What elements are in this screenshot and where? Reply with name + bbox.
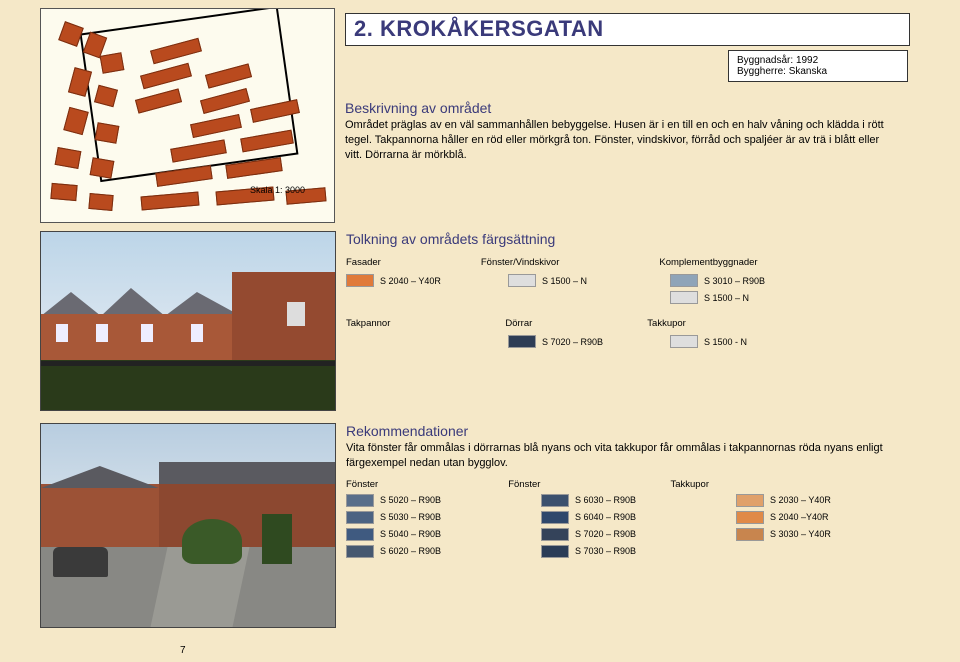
color-chip [508, 274, 536, 287]
swatch-takkupor-0: S 1500 - N [670, 335, 810, 348]
swatch-row-1: S 2040 – Y40R S 1500 – N S 3010 – R90B S… [346, 274, 940, 304]
rec-swatch: S 3030 – Y40R [736, 528, 876, 541]
swatch-komplement-0: S 3010 – R90B [670, 274, 810, 287]
description-heading: Beskrivning av området [345, 100, 892, 116]
swatch-header-row-1: Fasader Fönster/Vindskivor Komplementbyg… [346, 257, 940, 268]
top-row: 2. KROKÅKERSGATAN Byggnadsår: 1992 Byggh… [40, 8, 940, 223]
meta-box: Byggnadsår: 1992 Byggherre: Skanska [728, 50, 908, 82]
recommendations: Rekommendationer Vita fönster får ommåla… [346, 423, 940, 628]
lower-row: Rekommendationer Vita fönster får ommåla… [40, 423, 940, 628]
group-label-dorrar: Dörrar [505, 318, 532, 329]
description-body: Området präglas av en väl sammanhållen b… [345, 118, 892, 163]
rec-swatch: S 2030 – Y40R [736, 494, 876, 507]
meta-line-1: Byggnadsår: 1992 [737, 55, 899, 66]
swatch-header-row-2: Takpannor Dörrar Takkupor [346, 318, 940, 329]
group-label-takpannor: Takpannor [346, 318, 390, 329]
group-label-fonster: Fönster/Vindskivor [481, 257, 560, 268]
color-chip [670, 335, 698, 348]
group-label-komplement: Komplementbyggnader [659, 257, 757, 268]
swatch-dorrar-0: S 7020 – R90B [508, 335, 648, 348]
rec-col-1: S 6030 – R90B S 6040 – R90B S 7020 – R90… [541, 494, 681, 558]
swatch-komplement-1: S 1500 – N [670, 291, 810, 304]
color-heading: Tolkning av områdets färgsättning [346, 231, 940, 247]
swatch-fasader-0: S 2040 – Y40R [346, 274, 486, 287]
rec-col-0: S 5020 – R90B S 5030 – R90B S 5040 – R90… [346, 494, 486, 558]
color-chip [670, 291, 698, 304]
rec-heading: Rekommendationer [346, 423, 940, 439]
rec-body: Vita fönster får ommålas i dörrarnas blå… [346, 441, 910, 471]
rec-header-row: Fönster Fönster Takkupor [346, 479, 940, 490]
photo-2 [40, 423, 336, 628]
swatch-fonster-0: S 1500 – N [508, 274, 648, 287]
rec-col-label-0: Fönster [346, 479, 378, 490]
description-block: Beskrivning av området Området präglas a… [345, 100, 892, 163]
rec-swatch: S 5030 – R90B [346, 511, 486, 524]
rec-columns: S 5020 – R90B S 5030 – R90B S 5040 – R90… [346, 494, 940, 558]
rec-swatch: S 7020 – R90B [541, 528, 681, 541]
rec-swatch: S 6020 – R90B [346, 545, 486, 558]
page-title: 2. KROKÅKERSGATAN [354, 16, 901, 42]
photo-1 [40, 231, 336, 411]
rec-swatch: S 7030 – R90B [541, 545, 681, 558]
rec-col-2: S 2030 – Y40R S 2040 –Y40R S 3030 – Y40R [736, 494, 876, 558]
color-interpretation: Tolkning av områdets färgsättning Fasade… [346, 231, 940, 411]
color-chip [508, 335, 536, 348]
rec-swatch: S 6040 – R90B [541, 511, 681, 524]
group-label-fasader: Fasader [346, 257, 381, 268]
group-label-takkupor: Takkupor [647, 318, 686, 329]
color-chip [346, 274, 374, 287]
page-root: 2. KROKÅKERSGATAN Byggnadsår: 1992 Byggh… [0, 0, 960, 662]
rec-col-label-2: Takkupor [670, 479, 709, 490]
rec-swatch: S 6030 – R90B [541, 494, 681, 507]
title-bar: 2. KROKÅKERSGATAN [345, 13, 910, 46]
rec-swatch: S 5040 – R90B [346, 528, 486, 541]
mid-row: Tolkning av områdets färgsättning Fasade… [40, 231, 940, 411]
scale-label: Skala 1: 3000 [250, 185, 305, 195]
header-column: 2. KROKÅKERSGATAN Byggnadsår: 1992 Byggh… [345, 8, 940, 223]
color-chip [670, 274, 698, 287]
page-number: 7 [180, 645, 186, 656]
meta-line-2: Byggherre: Skanska [737, 66, 899, 77]
swatch-row-2: S 7020 – R90B S 1500 - N [346, 335, 940, 348]
rec-col-label-1: Fönster [508, 479, 540, 490]
rec-swatch: S 5020 – R90B [346, 494, 486, 507]
rec-swatch: S 2040 –Y40R [736, 511, 876, 524]
